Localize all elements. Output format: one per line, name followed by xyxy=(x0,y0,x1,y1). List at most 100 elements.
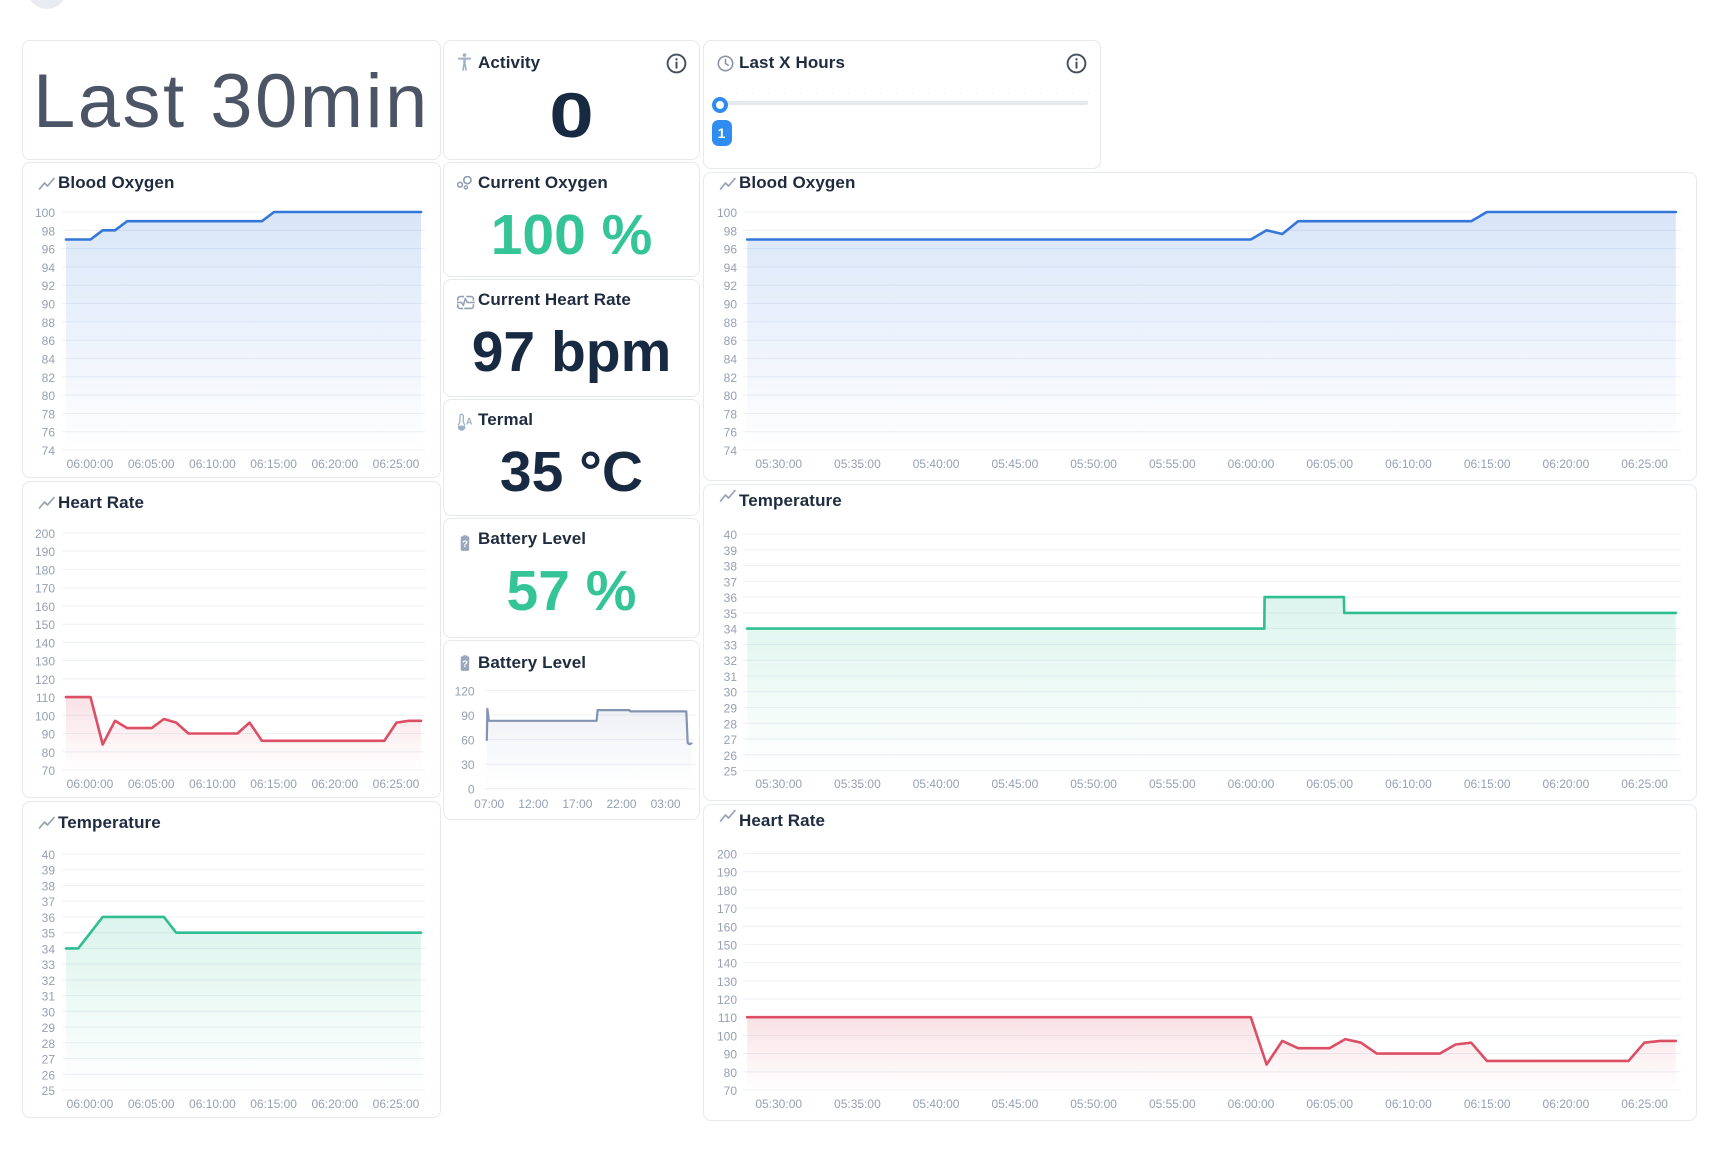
svg-text:06:20:00: 06:20:00 xyxy=(1543,1097,1590,1111)
svg-text:06:00:00: 06:00:00 xyxy=(1228,1097,1275,1111)
svg-text:32: 32 xyxy=(42,974,56,988)
svg-text:100: 100 xyxy=(717,1029,737,1043)
svg-text:38: 38 xyxy=(724,560,738,574)
svg-text:06:15:00: 06:15:00 xyxy=(250,1097,297,1111)
svg-text:06:20:00: 06:20:00 xyxy=(1543,777,1590,791)
svg-text:06:05:00: 06:05:00 xyxy=(128,457,175,471)
svg-text:06:00:00: 06:00:00 xyxy=(67,777,114,791)
svg-text:06:25:00: 06:25:00 xyxy=(373,777,420,791)
svg-text:05:55:00: 05:55:00 xyxy=(1149,457,1196,471)
svg-text:40: 40 xyxy=(42,848,56,862)
svg-text:200: 200 xyxy=(717,848,737,862)
svg-text:05:55:00: 05:55:00 xyxy=(1149,777,1196,791)
svg-text:06:25:00: 06:25:00 xyxy=(1621,457,1668,471)
svg-text:180: 180 xyxy=(717,884,737,898)
svg-text:96: 96 xyxy=(42,243,56,257)
svg-text:180: 180 xyxy=(35,564,55,578)
svg-text:90: 90 xyxy=(724,298,738,312)
svg-text:07:00: 07:00 xyxy=(474,797,504,811)
svg-text:06:20:00: 06:20:00 xyxy=(311,457,358,471)
svg-text:06:15:00: 06:15:00 xyxy=(250,777,297,791)
svg-text:06:20:00: 06:20:00 xyxy=(1543,457,1590,471)
svg-text:33: 33 xyxy=(42,958,56,972)
svg-text:06:05:00: 06:05:00 xyxy=(1306,777,1353,791)
svg-text:05:40:00: 05:40:00 xyxy=(913,457,960,471)
svg-text:76: 76 xyxy=(42,426,56,440)
svg-text:25: 25 xyxy=(42,1084,56,1098)
svg-text:29: 29 xyxy=(42,1021,56,1035)
svg-text:84: 84 xyxy=(42,353,56,367)
svg-text:06:10:00: 06:10:00 xyxy=(189,777,236,791)
svg-text:70: 70 xyxy=(42,764,56,778)
svg-text:84: 84 xyxy=(724,353,738,367)
svg-text:74: 74 xyxy=(724,444,738,458)
svg-text:06:25:00: 06:25:00 xyxy=(373,457,420,471)
svg-text:100: 100 xyxy=(35,709,55,723)
svg-text:12:00: 12:00 xyxy=(518,797,548,811)
svg-text:90: 90 xyxy=(42,728,56,742)
svg-text:86: 86 xyxy=(724,334,738,348)
svg-text:05:50:00: 05:50:00 xyxy=(1070,777,1117,791)
svg-text:05:50:00: 05:50:00 xyxy=(1070,1097,1117,1111)
svg-text:150: 150 xyxy=(717,939,737,953)
svg-text:39: 39 xyxy=(724,544,738,558)
svg-text:37: 37 xyxy=(42,895,56,909)
svg-text:82: 82 xyxy=(42,371,56,385)
svg-text:?: ? xyxy=(462,658,468,669)
svg-text:82: 82 xyxy=(724,371,738,385)
svg-text:34: 34 xyxy=(42,942,56,956)
svg-text:06:15:00: 06:15:00 xyxy=(1464,1097,1511,1111)
svg-text:98: 98 xyxy=(42,224,56,238)
svg-text:26: 26 xyxy=(724,749,738,763)
svg-text:28: 28 xyxy=(724,717,738,731)
svg-text:35: 35 xyxy=(42,927,56,941)
svg-text:36: 36 xyxy=(42,911,56,925)
svg-text:06:10:00: 06:10:00 xyxy=(1385,457,1432,471)
svg-text:A: A xyxy=(466,417,473,427)
svg-text:05:50:00: 05:50:00 xyxy=(1070,457,1117,471)
svg-text:06:10:00: 06:10:00 xyxy=(1385,1097,1432,1111)
svg-text:140: 140 xyxy=(35,636,55,650)
svg-text:06:25:00: 06:25:00 xyxy=(1621,1097,1668,1111)
svg-text:05:45:00: 05:45:00 xyxy=(992,777,1039,791)
svg-text:06:10:00: 06:10:00 xyxy=(189,1097,236,1111)
svg-text:130: 130 xyxy=(35,655,55,669)
svg-text:26: 26 xyxy=(42,1068,56,1082)
svg-text:80: 80 xyxy=(724,389,738,403)
svg-text:94: 94 xyxy=(724,261,738,275)
svg-text:90: 90 xyxy=(42,298,56,312)
svg-text:06:05:00: 06:05:00 xyxy=(128,1097,175,1111)
svg-text:03:00: 03:00 xyxy=(651,797,681,811)
svg-text:170: 170 xyxy=(717,902,737,916)
svg-text:06:00:00: 06:00:00 xyxy=(1228,457,1275,471)
svg-text:06:20:00: 06:20:00 xyxy=(311,777,358,791)
svg-text:06:20:00: 06:20:00 xyxy=(311,1097,358,1111)
svg-text:25: 25 xyxy=(724,765,738,779)
svg-text:120: 120 xyxy=(455,685,475,699)
svg-text:06:00:00: 06:00:00 xyxy=(67,1097,114,1111)
svg-text:30: 30 xyxy=(461,758,475,772)
svg-text:74: 74 xyxy=(42,444,56,458)
svg-text:130: 130 xyxy=(717,975,737,989)
svg-text:05:40:00: 05:40:00 xyxy=(913,1097,960,1111)
svg-text:98: 98 xyxy=(724,224,738,238)
svg-text:35: 35 xyxy=(724,607,738,621)
svg-text:100: 100 xyxy=(717,206,737,220)
svg-text:05:45:00: 05:45:00 xyxy=(992,457,1039,471)
svg-text:80: 80 xyxy=(724,1066,738,1080)
svg-text:27: 27 xyxy=(42,1053,56,1067)
svg-text:94: 94 xyxy=(42,261,56,275)
svg-text:06:25:00: 06:25:00 xyxy=(1621,777,1668,791)
svg-text:37: 37 xyxy=(724,575,738,589)
svg-text:05:30:00: 05:30:00 xyxy=(755,457,802,471)
svg-text:34: 34 xyxy=(724,623,738,637)
svg-text:38: 38 xyxy=(42,880,56,894)
svg-text:80: 80 xyxy=(42,389,56,403)
svg-text:28: 28 xyxy=(42,1037,56,1051)
svg-text:190: 190 xyxy=(35,545,55,559)
svg-text:76: 76 xyxy=(724,426,738,440)
svg-text:0: 0 xyxy=(468,783,475,797)
svg-text:06:00:00: 06:00:00 xyxy=(67,457,114,471)
svg-text:22:00: 22:00 xyxy=(606,797,636,811)
svg-text:90: 90 xyxy=(724,1048,738,1062)
